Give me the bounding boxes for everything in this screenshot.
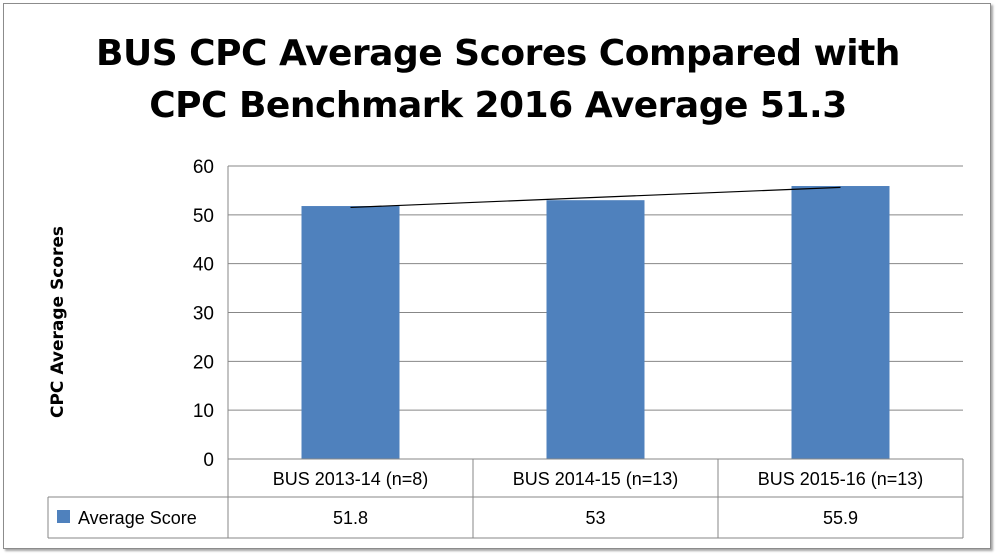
- data-value-label: 55.9: [823, 508, 858, 528]
- y-tick-label: 30: [193, 304, 214, 325]
- y-tick-label: 20: [193, 352, 214, 373]
- x-category-label: BUS 2015-16 (n=13): [758, 469, 924, 489]
- y-tick-label: 60: [193, 157, 214, 178]
- chart-title: BUS CPC Average Scores Compared with CPC…: [0, 28, 996, 132]
- y-tick-label: 50: [193, 206, 214, 227]
- x-category-label: BUS 2013-14 (n=8): [273, 469, 429, 489]
- bar: [791, 186, 890, 459]
- y-tick-label: 10: [193, 401, 214, 422]
- y-tick-label: 0: [203, 450, 214, 471]
- legend-series-label: Average Score: [78, 508, 197, 528]
- data-value-label: 53: [585, 508, 605, 528]
- x-category-label: BUS 2014-15 (n=13): [513, 469, 679, 489]
- chart-title-line-1: BUS CPC Average Scores Compared with: [96, 33, 900, 74]
- bar: [301, 206, 400, 459]
- y-tick-label: 40: [193, 255, 214, 276]
- legend-key: [57, 510, 70, 523]
- trendline: [350, 186, 841, 209]
- chart-title-line-2: CPC Benchmark 2016 Average 51.3: [149, 85, 847, 126]
- bar: [546, 200, 645, 459]
- data-value-label: 51.8: [333, 508, 368, 528]
